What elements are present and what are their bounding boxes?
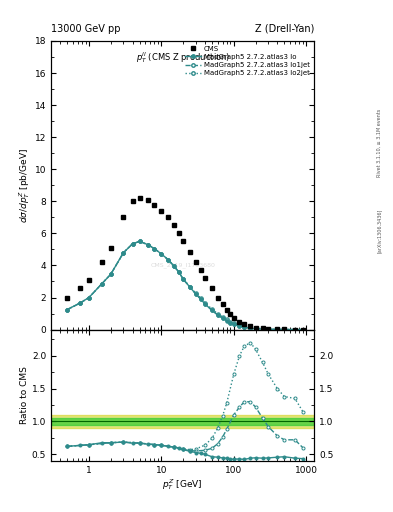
Text: 13000 GeV pp: 13000 GeV pp xyxy=(51,24,121,34)
Text: [arXiv:1306.3436]: [arXiv:1306.3436] xyxy=(377,208,382,252)
Text: CMS_2019_I1753680: CMS_2019_I1753680 xyxy=(150,262,215,268)
X-axis label: $p_T^Z$ [GeV]: $p_T^Z$ [GeV] xyxy=(162,477,203,493)
Legend: CMS, MadGraph5 2.7.2.atlas3 lo, MadGraph5 2.7.2.atlas3 lo1jet, MadGraph5 2.7.2.a: CMS, MadGraph5 2.7.2.atlas3 lo, MadGraph… xyxy=(184,45,311,77)
Text: $p_T^{ll}$ (CMS Z production): $p_T^{ll}$ (CMS Z production) xyxy=(136,50,230,65)
Text: Z (Drell-Yan): Z (Drell-Yan) xyxy=(255,24,314,34)
Bar xyxy=(51,415,314,428)
Y-axis label: Ratio to CMS: Ratio to CMS xyxy=(20,366,29,424)
Y-axis label: $d\sigma/dp_T^Z$ [pb/GeV]: $d\sigma/dp_T^Z$ [pb/GeV] xyxy=(17,148,32,223)
Bar xyxy=(51,418,314,425)
Text: Rivet 3.1.10, ≥ 3.1M events: Rivet 3.1.10, ≥ 3.1M events xyxy=(377,109,382,178)
